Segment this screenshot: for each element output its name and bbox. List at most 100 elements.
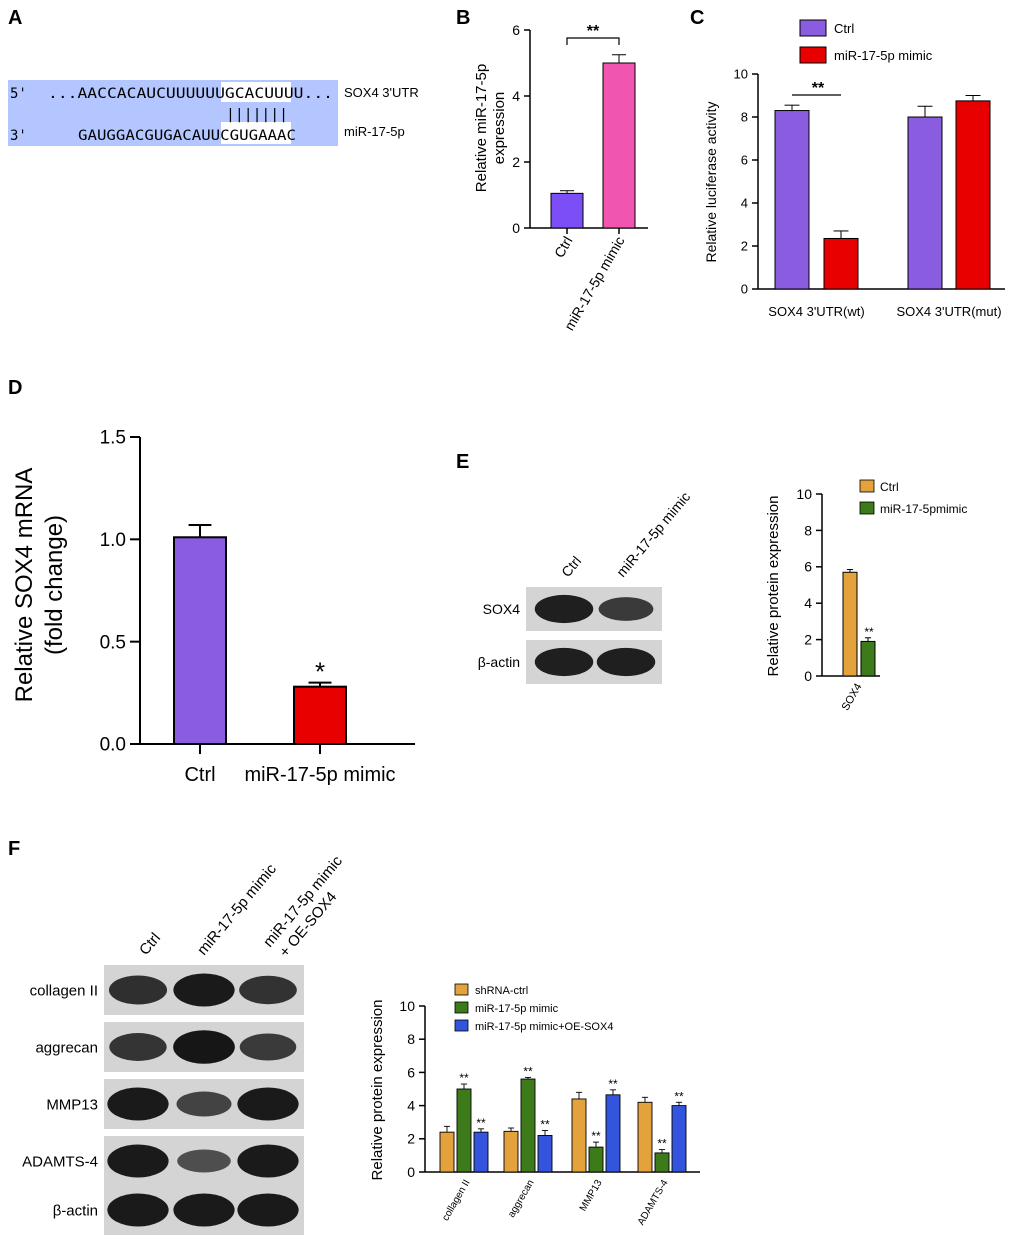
x-tick-label: SOX4 <box>840 682 865 713</box>
blot-band <box>177 1149 231 1173</box>
bar <box>571 1098 587 1173</box>
x-tick-label: miR-17-5p mimic <box>244 764 395 786</box>
x-tick-label: aggrecan <box>506 1178 536 1220</box>
three-prime-label: 3' <box>10 128 27 144</box>
blot-band <box>598 597 654 621</box>
y-axis-title: Relative protein expression <box>369 1000 386 1181</box>
panel-label-d: D <box>8 377 22 399</box>
blot-band <box>176 1091 232 1117</box>
blot-band <box>534 594 594 624</box>
panel-label-a: A <box>8 7 22 29</box>
bar <box>503 1130 519 1173</box>
bar <box>671 1105 687 1173</box>
blot-row-label: β-actin <box>478 654 520 670</box>
y-tick-label: 6 <box>741 153 748 168</box>
legend-label: shRNA-ctrl <box>475 985 528 997</box>
western-blot-e: SOX4 β-actin Ctrl miR-17-5p mimic <box>478 489 693 684</box>
legend-label: Ctrl <box>880 480 899 494</box>
bar <box>907 116 943 290</box>
blot-band <box>596 647 656 677</box>
blot-row-label: MMP13 <box>46 1096 98 1113</box>
y-axis-title: Relative luciferase activity <box>703 101 719 262</box>
y-tick-label: 2 <box>407 1131 415 1147</box>
legend-swatch <box>454 983 469 996</box>
y-tick-label: 10 <box>734 67 748 82</box>
panel-label-f: F <box>8 838 20 860</box>
mir-17-5p-sequence: GAUGGACGUGACAUUCGUGAAAC <box>78 128 296 144</box>
panel-label-c: C <box>690 7 704 29</box>
bar <box>842 571 858 677</box>
chart-c: 0 2 4 6 8 10 SOX4 3'UTR(wt) SOX4 3'UTR(mut) ** Re… <box>703 19 1005 319</box>
legend-swatch <box>859 501 875 515</box>
mir-17-5p-label: miR-17-5p <box>344 124 405 139</box>
western-blot-f: collagen II aggrecan MMP13 ADAMTS-4 β-actin C… <box>22 852 346 1235</box>
y-tick-label: 6 <box>407 1064 415 1080</box>
y-tick-label: 0.5 <box>100 632 126 653</box>
blot-lane-label: miR-17-5p mimic <box>613 489 693 580</box>
x-tick-label: ADAMTS-4 <box>636 1178 671 1228</box>
legend-swatch <box>859 479 875 493</box>
bar <box>588 1146 604 1173</box>
x-tick-label: Ctrl <box>184 764 215 786</box>
legend-swatch <box>799 19 827 37</box>
bar <box>955 100 991 290</box>
y-axis-title: Relative protein expression <box>765 496 782 677</box>
y-tick-label: 0 <box>741 282 748 297</box>
bar <box>456 1088 472 1173</box>
bar <box>860 640 876 677</box>
legend-label: miR-17-5p mimic <box>834 48 933 63</box>
blot-band <box>108 975 168 1005</box>
significance-label: ** <box>608 1077 618 1091</box>
blot-band <box>107 1193 169 1227</box>
y-tick-label: 4 <box>407 1098 415 1114</box>
y-tick-label: 2 <box>804 632 812 648</box>
legend-label: miR-17-5pmimic <box>880 502 967 516</box>
significance-label: ** <box>812 80 825 97</box>
y-axis-title-line: expression <box>491 92 508 165</box>
y-tick-label: 1.5 <box>100 428 126 449</box>
y-tick-label: 4 <box>804 595 812 611</box>
significance-label: ** <box>523 1064 533 1078</box>
significance-label: ** <box>587 23 600 40</box>
y-tick-label: 6 <box>804 559 812 575</box>
seed-highlight-bottom <box>221 122 291 144</box>
seed-pairing: ||||||| <box>226 107 288 123</box>
blot-lane-label: Ctrl <box>136 930 164 959</box>
blot-row-label: ADAMTS-4 <box>22 1153 98 1170</box>
five-prime-label: 5' <box>10 86 27 102</box>
significance-label: ** <box>459 1071 469 1085</box>
bar <box>439 1131 455 1173</box>
y-tick-label: 2 <box>512 154 520 170</box>
y-tick-label: 8 <box>804 522 812 538</box>
blot-lane-label: Ctrl <box>558 553 584 580</box>
y-tick-label: 1.0 <box>100 530 126 551</box>
y-tick-label: 2 <box>741 239 748 254</box>
y-tick-label: 4 <box>741 196 748 211</box>
y-axis-title: Relative SOX4 mRNA (fold change) <box>11 468 68 703</box>
significance-label: ** <box>476 1116 486 1130</box>
blot-band <box>173 1193 235 1227</box>
legend-label: Ctrl <box>834 21 854 36</box>
bar <box>473 1131 489 1173</box>
x-tick-label: collagen II <box>440 1178 472 1223</box>
sox4-utr-label: SOX4 3'UTR <box>344 85 419 100</box>
panel-label-e: E <box>456 451 469 473</box>
blot-band <box>173 1030 235 1064</box>
legend-swatch <box>454 1019 469 1032</box>
y-tick-label: 8 <box>741 110 748 125</box>
y-tick-label: 4 <box>512 88 520 104</box>
y-tick-label: 8 <box>407 1031 415 1047</box>
bar <box>550 192 584 229</box>
blot-band <box>237 1087 299 1121</box>
panel-a: 5' 3' ...AACCACAUCUUUUUUGCACUUUU... ||||… <box>8 80 419 146</box>
bar <box>173 536 227 746</box>
bar <box>602 62 636 229</box>
x-tick-label: SOX4 3'UTR(wt) <box>768 304 864 319</box>
bar <box>654 1152 670 1173</box>
blot-row-label: collagen II <box>30 982 98 999</box>
blot-band <box>173 973 235 1007</box>
significance-label: ** <box>674 1089 684 1103</box>
x-tick-label: Ctrl <box>551 234 576 261</box>
